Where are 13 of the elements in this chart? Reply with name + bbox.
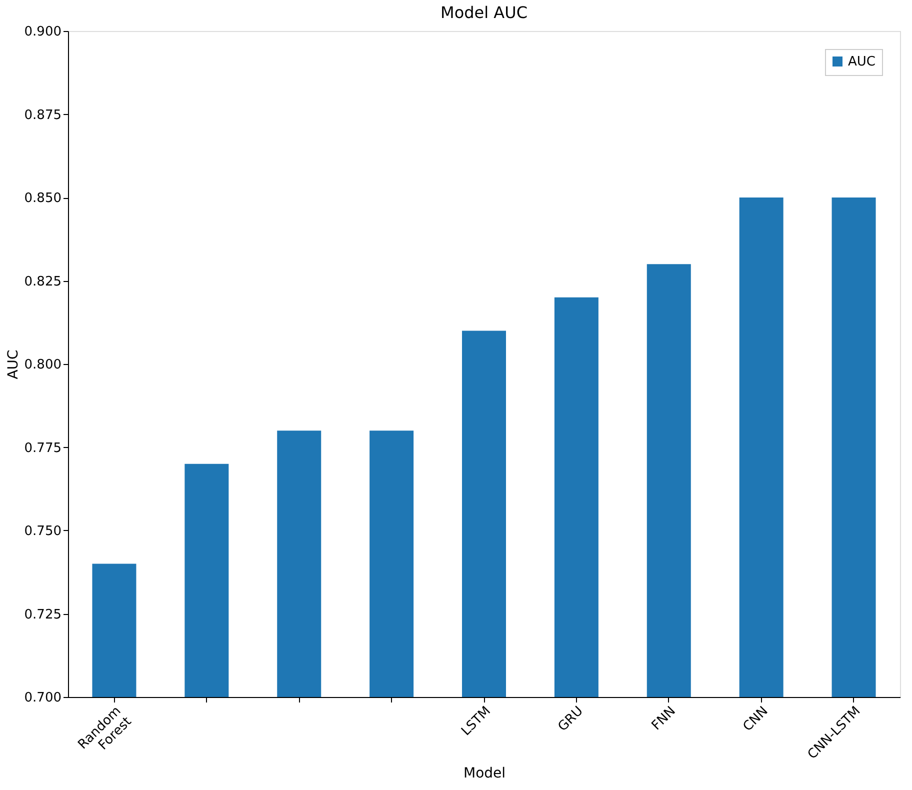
chart-title: Model AUC [440,3,528,22]
x-axis-title: Model [463,765,506,782]
y-tick-label: 0.700 [24,690,62,706]
y-tick-label: 0.725 [24,607,62,622]
y-tick-label: 0.750 [24,524,62,539]
y-tick-label: 0.875 [24,108,62,123]
y-tick-label: 0.900 [24,24,62,40]
y-axis-title: AUC [5,349,22,380]
legend-label: AUC [848,54,876,70]
y-tick-label: 0.800 [24,358,62,372]
y-tick-label: 0.850 [24,191,62,206]
y-tick-label: 0.825 [24,274,62,290]
y-tick-label: 0.775 [24,440,62,456]
